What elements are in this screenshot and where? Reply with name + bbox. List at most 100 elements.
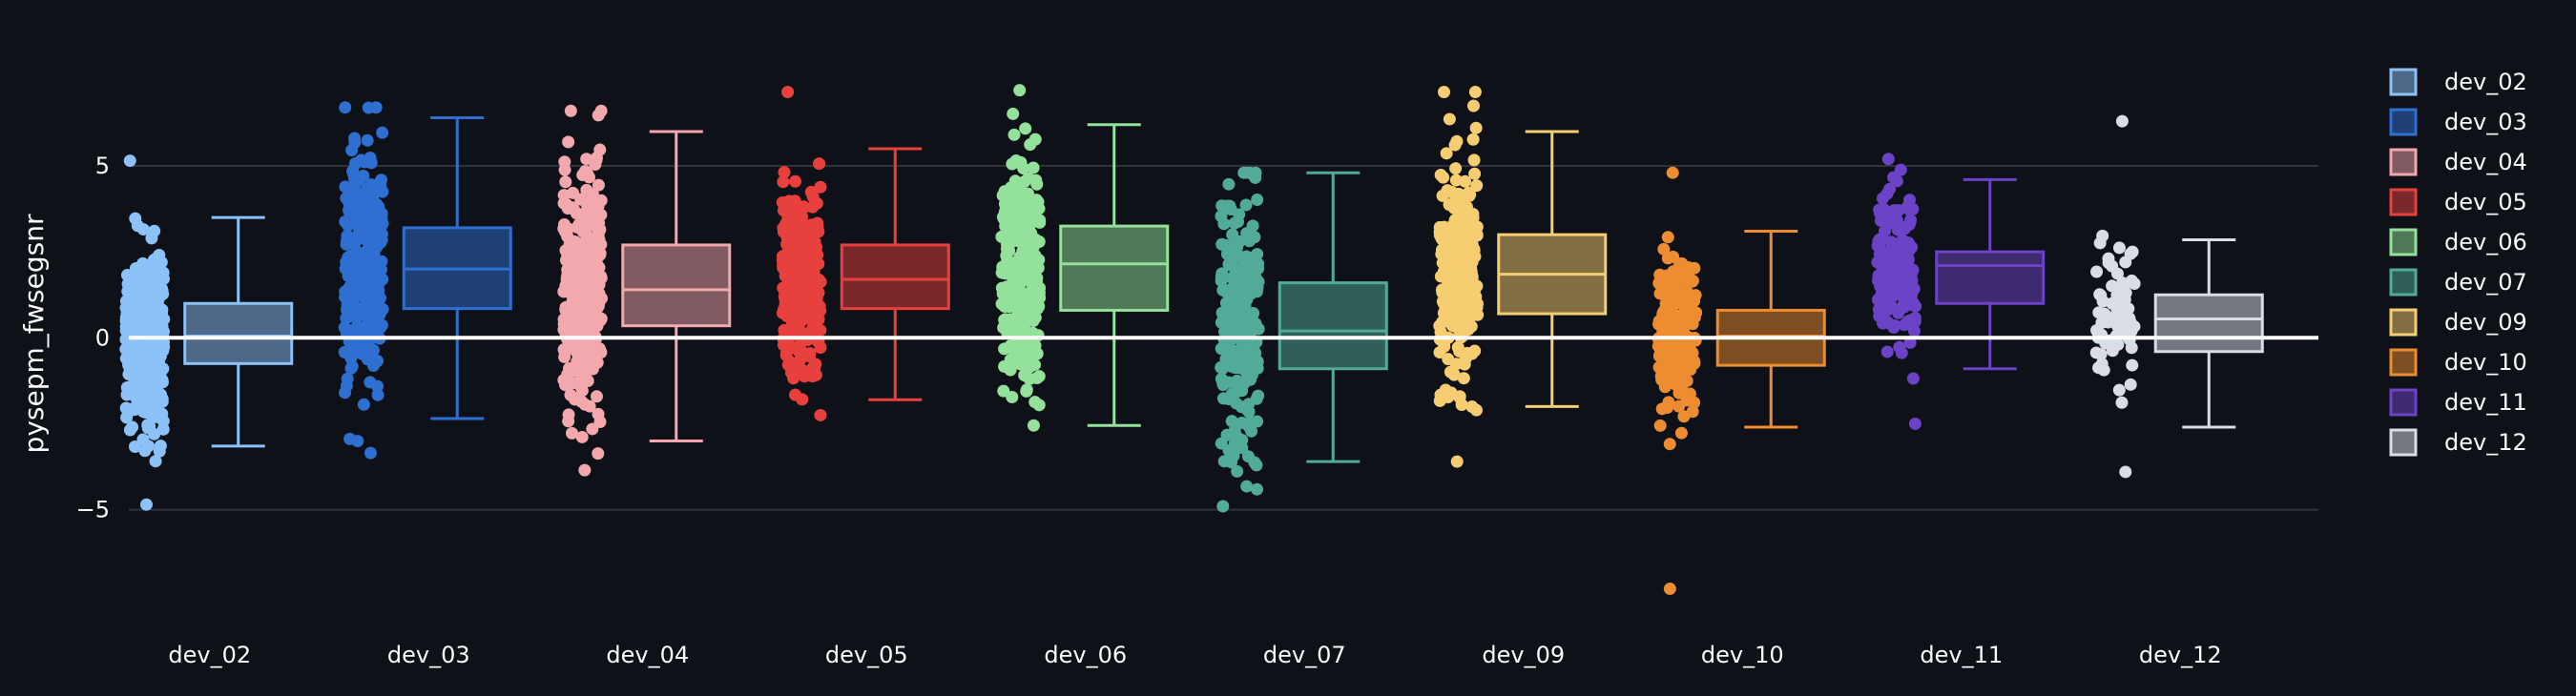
data-point — [1242, 420, 1256, 434]
data-point — [568, 262, 581, 276]
data-point — [1013, 156, 1027, 170]
data-point — [354, 154, 367, 167]
data-point — [801, 364, 815, 378]
data-point — [1876, 192, 1889, 205]
data-point — [1452, 290, 1465, 303]
data-point — [577, 339, 591, 353]
data-point — [583, 399, 596, 413]
data-point — [339, 180, 352, 194]
data-point — [2096, 295, 2109, 308]
data-point — [777, 175, 790, 189]
data-point — [339, 101, 352, 114]
data-point — [789, 388, 802, 401]
data-point — [1228, 216, 1241, 230]
data-point — [1240, 480, 1254, 493]
data-point — [2126, 358, 2139, 372]
data-point — [566, 377, 579, 390]
data-point — [1229, 235, 1242, 248]
data-point — [1220, 247, 1234, 260]
data-point — [783, 283, 797, 297]
legend-label: dev_02 — [2444, 69, 2527, 95]
data-point — [1460, 267, 1473, 280]
data-point — [1659, 297, 1672, 310]
data-point — [1222, 257, 1236, 271]
data-point — [1008, 128, 1021, 141]
data-point — [1225, 415, 1238, 428]
data-point — [1247, 362, 1260, 376]
data-point — [1461, 346, 1474, 359]
box-dev_11 — [1935, 177, 2046, 371]
data-point — [1007, 107, 1020, 120]
data-point — [366, 316, 380, 329]
data-point — [156, 422, 170, 436]
x-tick-label: dev_11 — [1920, 642, 2003, 668]
data-point — [1448, 200, 1462, 214]
data-point — [349, 251, 363, 264]
data-point — [1028, 338, 1042, 352]
data-point — [136, 305, 150, 318]
data-point — [1660, 400, 1673, 414]
data-point — [1682, 265, 1695, 278]
data-point — [1438, 85, 1451, 98]
data-point — [341, 372, 354, 385]
data-point — [1235, 305, 1248, 318]
data-point — [558, 155, 571, 169]
data-point — [141, 421, 155, 435]
legend-label: dev_04 — [2444, 149, 2527, 175]
legend-label: dev_11 — [2444, 389, 2527, 416]
data-point — [368, 186, 382, 199]
data-point — [1449, 162, 1463, 175]
data-point — [1240, 227, 1254, 240]
data-point — [1470, 179, 1484, 193]
data-point — [1454, 251, 1467, 264]
data-point — [1030, 177, 1044, 191]
data-point — [135, 348, 148, 361]
data-point — [1014, 266, 1028, 279]
data-point — [1252, 389, 1265, 402]
data-point — [1906, 372, 1920, 385]
data-point — [351, 276, 364, 289]
data-point — [795, 278, 808, 292]
data-point — [1217, 455, 1231, 468]
data-point — [360, 301, 373, 315]
data-point — [2101, 312, 2114, 325]
x-tick-label: dev_07 — [1263, 642, 1346, 668]
data-point — [592, 178, 605, 192]
data-point — [1249, 271, 1262, 284]
data-point — [130, 325, 143, 338]
legend-swatch — [2389, 428, 2418, 457]
data-point — [1904, 214, 1918, 227]
data-point — [578, 463, 592, 477]
data-point — [1025, 227, 1038, 240]
data-point — [997, 321, 1010, 335]
y-axis-ticks: −5 0 5 — [76, 153, 110, 523]
legend-label: dev_06 — [2444, 229, 2527, 256]
data-point — [583, 246, 596, 259]
legend-swatch — [2389, 268, 2418, 297]
data-point — [1013, 84, 1027, 97]
data-point — [2112, 241, 2126, 255]
data-point — [367, 247, 381, 260]
data-point — [120, 380, 134, 394]
data-point — [1021, 356, 1034, 369]
data-point — [1029, 194, 1043, 207]
data-point — [2115, 396, 2129, 409]
x-tick-label: dev_05 — [825, 642, 908, 668]
data-point — [364, 376, 377, 389]
data-point — [1032, 399, 1046, 412]
data-point — [1457, 372, 1470, 385]
legend-swatch — [2389, 108, 2418, 136]
data-point — [1215, 306, 1229, 319]
data-point — [1880, 345, 1894, 358]
data-point — [1677, 306, 1691, 319]
data-point — [1908, 417, 1922, 430]
data-point — [1217, 217, 1231, 231]
data-point — [1465, 400, 1479, 414]
data-point — [1666, 166, 1679, 179]
data-point — [1227, 449, 1240, 462]
data-point — [1030, 254, 1044, 267]
legend-item-dev_04: dev_04 — [2389, 148, 2527, 176]
data-point — [580, 359, 593, 373]
data-point — [560, 272, 573, 285]
